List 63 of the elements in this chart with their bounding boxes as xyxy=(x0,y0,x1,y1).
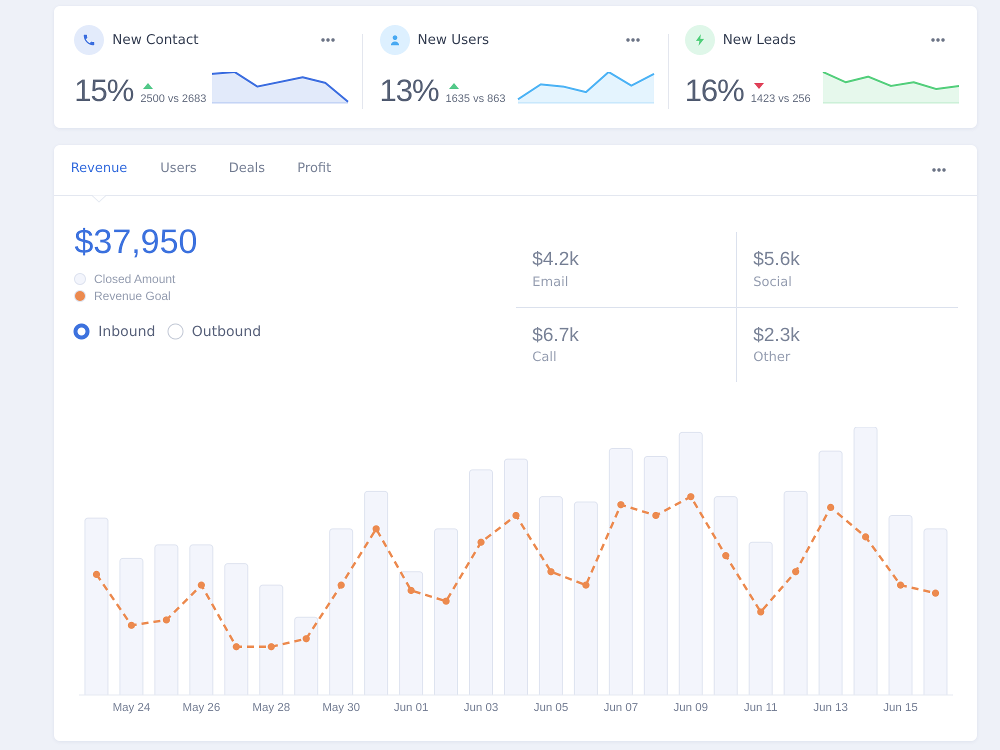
x-tick-label: Jun 13 xyxy=(813,702,848,714)
text: 16% xyxy=(684,73,744,108)
x-tick-label: May 30 xyxy=(322,702,360,714)
point xyxy=(268,643,275,650)
text: 1635 vs 863 xyxy=(446,93,506,106)
legend-label: Closed Amount xyxy=(94,272,176,286)
point xyxy=(617,501,624,508)
point xyxy=(128,622,136,629)
x-tick-label: May 24 xyxy=(112,702,151,714)
point xyxy=(757,608,764,616)
x-tick-label: Jun 05 xyxy=(534,702,568,714)
text: 13% xyxy=(380,73,439,108)
text: Deals xyxy=(228,161,266,178)
point xyxy=(862,533,870,540)
point xyxy=(198,582,205,589)
legend-label: Revenue Goal xyxy=(94,289,171,304)
text: Profit xyxy=(297,161,332,178)
text: Revenue xyxy=(70,161,128,178)
text: $5.6k xyxy=(753,248,800,272)
point xyxy=(512,512,520,520)
point xyxy=(372,525,380,532)
text: Call xyxy=(532,350,557,366)
x-tick-label: Jun 03 xyxy=(464,702,498,714)
text: Users xyxy=(160,161,197,178)
x-tick-label: Jun 01 xyxy=(394,702,428,714)
x-tick-label: May 28 xyxy=(252,702,290,714)
text: $6.7k xyxy=(532,324,579,348)
point xyxy=(442,598,450,605)
text: Email xyxy=(532,274,568,291)
point xyxy=(338,582,345,589)
point xyxy=(932,590,940,597)
point xyxy=(792,568,800,576)
text: 2500 vs 2683 xyxy=(140,93,206,106)
point xyxy=(408,586,415,594)
x-tick-label: Jun 11 xyxy=(744,702,778,714)
text: New Contact xyxy=(112,32,199,48)
text: New Leads xyxy=(722,32,796,48)
text: $2.3k xyxy=(753,324,800,348)
point xyxy=(896,582,904,589)
text: 1423 vs 256 xyxy=(750,93,811,106)
point xyxy=(162,616,170,624)
text: New Users xyxy=(418,32,490,48)
point xyxy=(302,635,310,642)
point xyxy=(232,643,240,650)
x-tick-label: May 26 xyxy=(182,702,220,714)
text: Outbound xyxy=(192,322,262,340)
text: $4.2k xyxy=(532,248,579,272)
text: $37,950 xyxy=(74,222,198,264)
text: Inbound xyxy=(98,322,156,340)
x-tick-label: Jun 09 xyxy=(674,702,708,714)
point xyxy=(582,582,590,589)
point xyxy=(547,568,555,576)
point xyxy=(477,538,485,546)
point xyxy=(652,512,660,520)
point xyxy=(687,493,694,500)
x-tick-label: Jun 07 xyxy=(604,702,638,714)
text: Social xyxy=(753,274,792,291)
x-tick-label: Jun 15 xyxy=(883,702,918,714)
point xyxy=(827,504,834,511)
text: 15% xyxy=(74,73,134,108)
point xyxy=(92,570,100,578)
point xyxy=(722,552,730,560)
text: Other xyxy=(753,350,790,366)
